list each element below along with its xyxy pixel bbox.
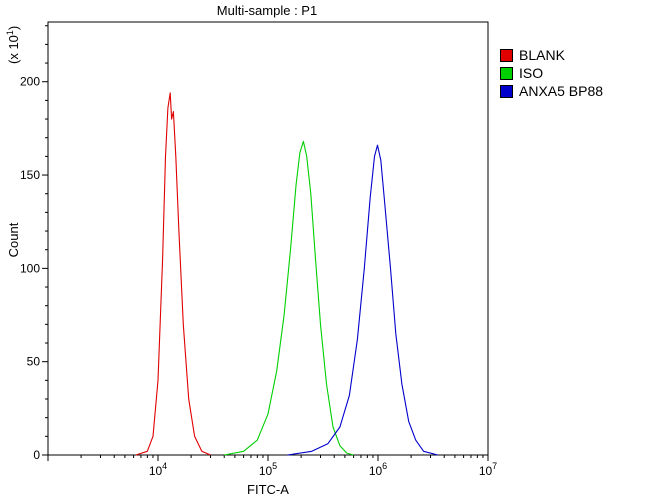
y-multiplier-close: ): [6, 26, 21, 30]
y-multiplier-label: (x 101): [5, 26, 21, 64]
x-tick-label: 104: [149, 461, 167, 478]
plot-frame: [47, 21, 489, 456]
x-tick-label: 105: [259, 461, 277, 478]
legend-swatch-iso: [500, 66, 513, 80]
y-tick-label: 0: [33, 448, 40, 462]
y-multiplier-text: (x 10: [6, 35, 21, 64]
chart-title: Multi-sample : P1: [217, 3, 317, 18]
legend-swatch-anxa5: [500, 84, 513, 98]
legend-item-blank: BLANK: [500, 46, 603, 64]
legend: BLANK ISO ANXA5 BP88: [500, 46, 603, 100]
legend-label-anxa5: ANXA5 BP88: [519, 83, 604, 99]
series-line-iso: [224, 140, 354, 456]
axes: 0 50 100 150 200 104 105 106 107: [20, 21, 497, 478]
x-tick-label: 106: [369, 461, 387, 478]
legend-item-iso: ISO: [500, 64, 603, 82]
x-tick-label: 107: [479, 461, 497, 478]
series-layer: [135, 92, 438, 456]
y-tick-label: 200: [20, 75, 40, 89]
x-axis-label: FITC-A: [247, 482, 289, 497]
series-line-blank: [135, 92, 211, 456]
legend-item-anxa5: ANXA5 BP88: [500, 82, 603, 100]
y-multiplier-exp: 1: [5, 30, 15, 35]
legend-label-iso: ISO: [519, 65, 544, 81]
y-tick-label: 50: [27, 355, 41, 369]
series-line-anxa5-bp88: [287, 144, 438, 456]
y-tick-label: 100: [20, 261, 40, 275]
legend-label-blank: BLANK: [519, 47, 565, 63]
y-tick-label: 150: [20, 168, 40, 182]
y-axis-label: Count: [6, 222, 21, 257]
legend-swatch-blank: [500, 48, 513, 62]
